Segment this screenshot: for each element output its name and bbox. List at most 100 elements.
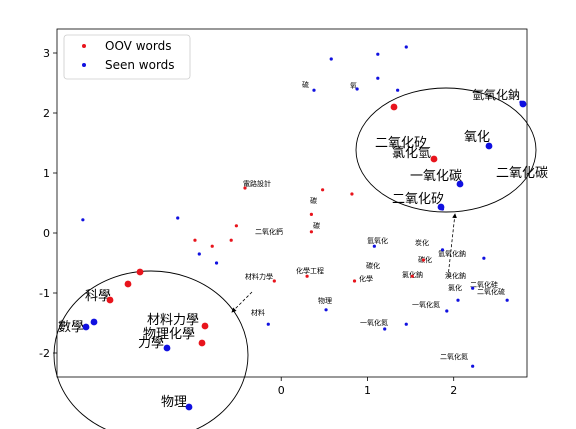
callout-seen-point: [437, 203, 445, 211]
legend-marker-oov: [82, 44, 86, 48]
callout-word-label: 氧化: [464, 130, 490, 145]
small-word-labels: 碳化碳化炭化氫氧化碳碳硫氧電路設計材料材料力學化學工程二氧化鈣氫氧化鈉溴化鈉二氧…: [243, 80, 505, 361]
callout-seen-point: [519, 100, 527, 108]
small-word-label: 一氧化氮: [412, 300, 440, 309]
y-axis: -2 -1 0 1 2 3: [39, 47, 57, 360]
oov-point: [350, 192, 354, 196]
callout-word-label: 數學: [58, 320, 84, 335]
callout-seen-point: [456, 180, 464, 188]
seen-point: [471, 364, 475, 368]
callout-oov-point: [390, 103, 398, 111]
callout-oov-point: [106, 296, 114, 304]
small-word-label: 化學工程: [296, 266, 324, 275]
small-word-label: 化學: [359, 274, 373, 283]
small-word-label: 氧: [350, 81, 357, 90]
callout-word-label: 二氧化碳: [496, 166, 548, 181]
y-tick-label: -2: [39, 347, 50, 360]
seen-point: [505, 298, 509, 302]
seen-point: [376, 52, 380, 56]
callout-seen-point: [163, 344, 171, 352]
callout-word-label: 一氧化碳: [410, 169, 462, 184]
zoom-arrow-right: [447, 213, 457, 278]
small-word-label: 炭化: [415, 238, 429, 247]
oov-point: [272, 279, 276, 283]
callout-seen-point: [185, 403, 193, 411]
callout-word-label: 氫氧化鈉: [472, 87, 520, 102]
seen-point: [197, 252, 201, 256]
small-word-label: 碳: [310, 196, 317, 205]
small-word-label: 氫氧化: [367, 236, 388, 245]
callout-seen-point: [90, 318, 98, 326]
x-tick-label: 2: [450, 384, 457, 397]
callout-oov-point: [198, 339, 206, 347]
small-word-label: 物理: [318, 296, 332, 305]
small-word-label: 電路設計: [243, 179, 271, 188]
seen-point: [176, 216, 180, 220]
small-word-label: 碳化: [366, 261, 380, 270]
seen-point: [404, 322, 408, 326]
callout-oov-point: [201, 322, 209, 330]
seen-point: [383, 327, 387, 331]
small-word-label: 硫: [302, 80, 309, 89]
seen-point: [404, 45, 408, 49]
small-word-label: 材料: [251, 308, 265, 317]
seen-point: [355, 87, 359, 91]
y-tick-label: 0: [43, 227, 50, 240]
oov-point: [234, 224, 238, 228]
zoom-ellipse-right: [355, 87, 537, 213]
oov-point: [352, 279, 357, 283]
callout-oov-point: [124, 280, 132, 288]
y-tick-label: 3: [43, 47, 50, 60]
oov-point: [421, 258, 426, 262]
seen-point: [445, 309, 449, 313]
small-word-label: 氯化: [448, 283, 462, 292]
legend-label-seen: Seen words: [105, 58, 175, 72]
oov-point: [305, 274, 309, 278]
callout-oov-point: [136, 268, 144, 276]
seen-point: [372, 244, 376, 248]
zoom-ellipse-left: [53, 270, 249, 429]
y-tick-label: 1: [43, 167, 50, 180]
small-word-label: 碳: [313, 221, 320, 230]
seen-point: [266, 322, 270, 326]
legend: OOV words Seen words: [63, 34, 191, 80]
seen-point: [214, 261, 219, 265]
x-tick-label: 0: [278, 384, 285, 397]
oov-point: [243, 186, 247, 190]
small-word-label: 氯化鈉: [402, 270, 423, 279]
seen-point: [376, 76, 380, 80]
small-word-label: 二氧化鈣: [255, 227, 283, 236]
legend-marker-seen: [82, 63, 86, 67]
y-tick-label: -1: [39, 287, 50, 300]
small-word-label: 材料力學: [245, 272, 273, 281]
oov-point: [193, 238, 197, 242]
x-axis: 0 1 2: [278, 377, 457, 397]
callout-word-label: 物理化學: [143, 327, 195, 342]
small-word-label: 二氧化硫: [477, 287, 505, 296]
callout-word-label: 物理: [161, 395, 187, 410]
small-word-label: 溴化鈉: [445, 271, 466, 280]
oov-point: [410, 274, 414, 278]
oov-point: [210, 244, 214, 248]
oov-point: [229, 238, 233, 242]
seen-point: [329, 57, 333, 61]
legend-box: [63, 34, 191, 80]
callout-word-label: 力學: [138, 336, 164, 351]
callout-points: [82, 100, 527, 411]
seen-point: [440, 248, 445, 252]
oov-point: [321, 188, 325, 192]
x-tick-label: 1: [364, 384, 371, 397]
callout-word-label: 二氧化矽: [392, 192, 444, 207]
small-word-label: 二氧化氮: [440, 352, 468, 361]
oov-point: [309, 212, 314, 216]
legend-label-oov: OOV words: [105, 39, 171, 53]
callout-word-label: 科學: [85, 289, 111, 304]
y-tick-label: 2: [43, 107, 50, 120]
callout-word-label: 材料力學: [147, 313, 199, 328]
callout-word-label: 氯化氫: [392, 146, 431, 161]
seen-point: [471, 286, 475, 290]
seen-point: [396, 88, 400, 92]
